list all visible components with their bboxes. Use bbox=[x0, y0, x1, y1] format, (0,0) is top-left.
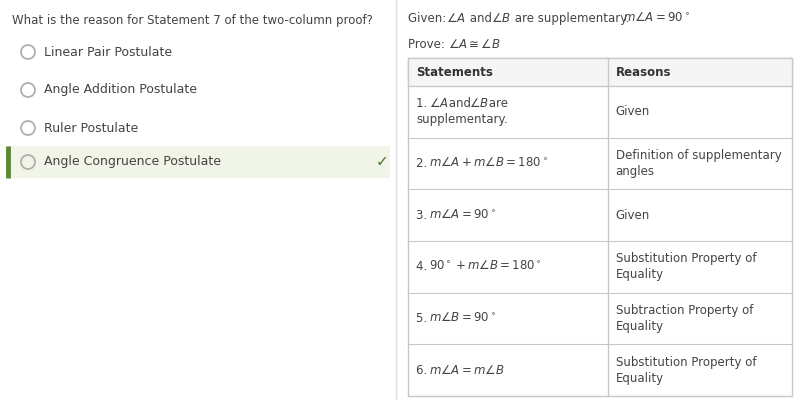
Text: $m\angle A = m\angle B$: $m\angle A = m\angle B$ bbox=[429, 364, 505, 377]
Text: Statements: Statements bbox=[416, 66, 493, 78]
Text: supplementary.: supplementary. bbox=[416, 113, 508, 126]
Text: $\angle A$: $\angle A$ bbox=[429, 97, 449, 110]
Text: and: and bbox=[466, 12, 496, 25]
Text: 5.: 5. bbox=[416, 312, 431, 325]
Text: What is the reason for Statement 7 of the two-column proof?: What is the reason for Statement 7 of th… bbox=[12, 14, 373, 27]
Text: Reasons: Reasons bbox=[616, 66, 671, 78]
Text: Substitution Property of: Substitution Property of bbox=[616, 252, 756, 265]
Text: $90^\circ + m\angle B = 180^\circ$: $90^\circ + m\angle B = 180^\circ$ bbox=[429, 260, 542, 273]
Text: ✓: ✓ bbox=[375, 154, 388, 170]
Text: $\angle A \cong \angle B$: $\angle A \cong \angle B$ bbox=[448, 38, 501, 51]
Bar bbox=[408, 58, 792, 396]
Text: Given: Given bbox=[616, 209, 650, 222]
Text: 1.: 1. bbox=[416, 97, 431, 110]
Text: $m\angle A = 90^\circ$: $m\angle A = 90^\circ$ bbox=[429, 209, 496, 222]
Text: Substitution Property of: Substitution Property of bbox=[616, 356, 756, 369]
Text: $\angle B$: $\angle B$ bbox=[491, 12, 511, 25]
Text: $\angle B$: $\angle B$ bbox=[469, 97, 489, 110]
Text: 4.: 4. bbox=[416, 260, 431, 273]
Text: Given: Given bbox=[616, 105, 650, 118]
Text: Equality: Equality bbox=[616, 320, 664, 333]
Text: Angle Addition Postulate: Angle Addition Postulate bbox=[44, 84, 197, 96]
Text: 3.: 3. bbox=[416, 209, 431, 222]
Text: angles: angles bbox=[616, 165, 654, 178]
Text: Equality: Equality bbox=[616, 372, 664, 385]
Text: 2.: 2. bbox=[416, 157, 431, 170]
Text: Prove:: Prove: bbox=[408, 38, 449, 51]
Text: $m\angle B = 90^\circ$: $m\angle B = 90^\circ$ bbox=[429, 312, 496, 325]
Text: Equality: Equality bbox=[616, 268, 664, 281]
Text: $\angle A$: $\angle A$ bbox=[446, 12, 466, 25]
Text: and: and bbox=[445, 97, 474, 110]
Text: Definition of supplementary: Definition of supplementary bbox=[616, 149, 782, 162]
Text: 6.: 6. bbox=[416, 364, 431, 377]
Text: Ruler Postulate: Ruler Postulate bbox=[44, 122, 138, 134]
Bar bbox=[8, 146, 390, 178]
Text: Subtraction Property of: Subtraction Property of bbox=[616, 304, 753, 317]
Text: Given:: Given: bbox=[408, 12, 450, 25]
Text: are supplementary.: are supplementary. bbox=[511, 12, 633, 25]
Text: are: are bbox=[485, 97, 508, 110]
Text: $m\angle A = 90^\circ$: $m\angle A = 90^\circ$ bbox=[623, 12, 690, 25]
Text: Linear Pair Postulate: Linear Pair Postulate bbox=[44, 46, 172, 58]
Text: $m\angle A + m\angle B = 180^\circ$: $m\angle A + m\angle B = 180^\circ$ bbox=[429, 157, 548, 170]
Bar bbox=[408, 58, 792, 86]
Text: Angle Congruence Postulate: Angle Congruence Postulate bbox=[44, 156, 221, 168]
